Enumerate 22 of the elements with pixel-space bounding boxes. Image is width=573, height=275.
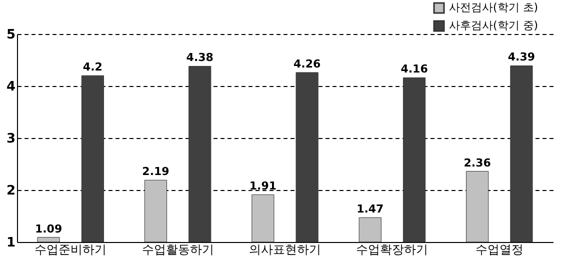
x-tick-label: 수업열정: [475, 242, 524, 256]
y-tick-label: 2: [6, 184, 16, 198]
x-tick-label: 수업준비하기: [34, 242, 107, 256]
x-tick-label: 수업활동하기: [142, 242, 214, 256]
legend-label: 사전검사(학기 초): [449, 1, 538, 14]
y-tick-label: 1: [6, 236, 16, 250]
data-label: 4.26: [294, 57, 321, 70]
data-label: 4.38: [186, 51, 214, 64]
data-label: 4.16: [400, 62, 428, 76]
data-label: 4.2: [82, 60, 102, 74]
data-label: 1.91: [249, 180, 276, 193]
data-label: 2.19: [142, 165, 170, 178]
data-label: 4.39: [508, 50, 536, 64]
legend-label: 사후검사(학기 중): [449, 19, 538, 32]
y-tick-label: 3: [6, 132, 16, 146]
y-tick-label: 5: [6, 28, 16, 42]
y-tick-label: 4: [6, 80, 16, 94]
x-tick-label: 수업확장하기: [356, 242, 428, 256]
x-tick-label: 의사표현하기: [249, 242, 321, 256]
data-label: 2.36: [464, 156, 492, 170]
data-label: 1.47: [356, 202, 384, 216]
data-label: 1.09: [34, 222, 62, 236]
